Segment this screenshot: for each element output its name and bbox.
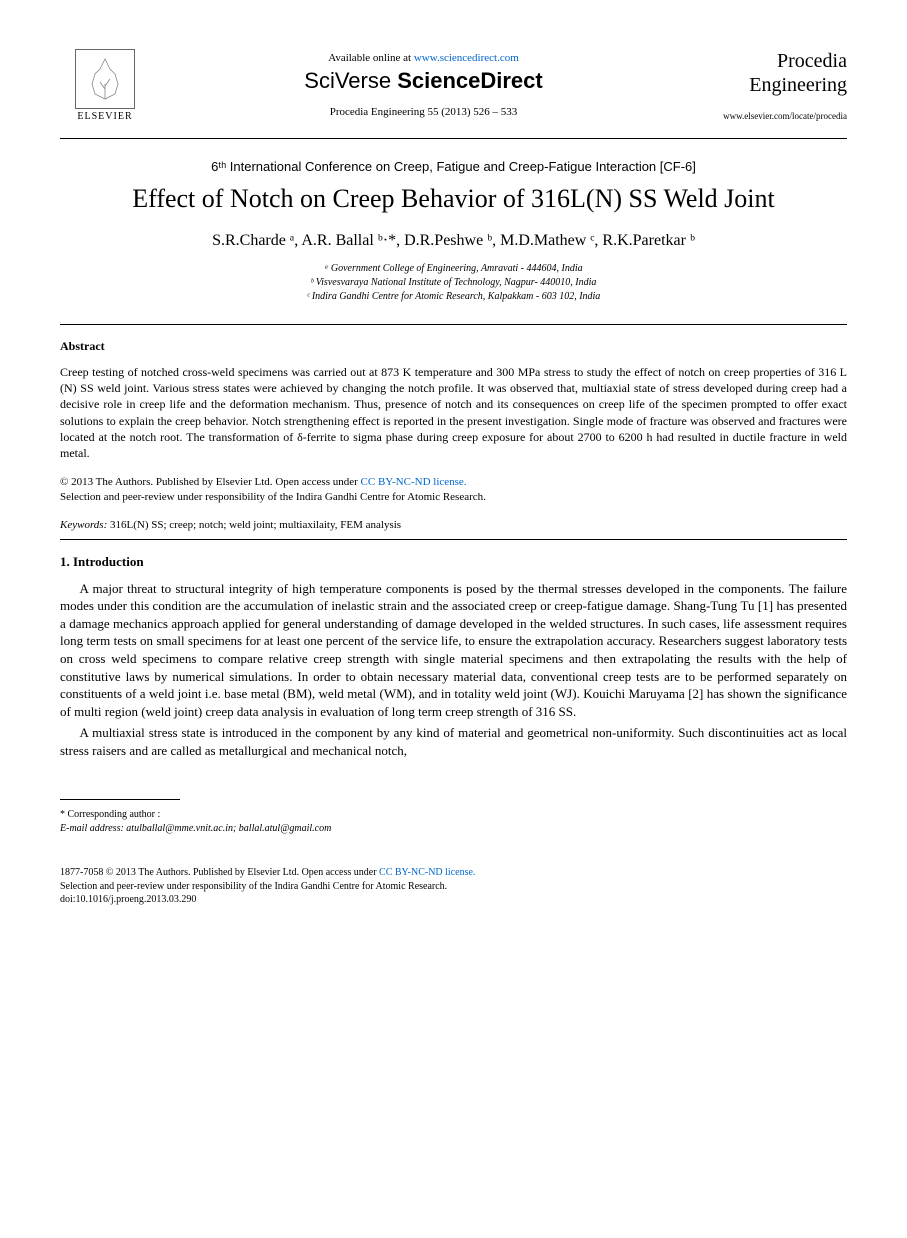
abstract-text: Creep testing of notched cross-weld spec…	[60, 364, 847, 461]
page-header: ELSEVIER Available online at www.science…	[60, 40, 847, 130]
available-online: Available online at www.sciencedirect.co…	[150, 52, 697, 64]
corresponding-author: * Corresponding author :	[60, 808, 847, 822]
abstract-top-rule	[60, 324, 847, 325]
available-prefix: Available online at	[328, 52, 414, 64]
locate-url: www.elsevier.com/locate/procedia	[697, 111, 847, 121]
footnote-separator	[60, 799, 180, 800]
license-link[interactable]: CC BY-NC-ND license.	[361, 476, 467, 488]
center-header: Available online at www.sciencedirect.co…	[150, 52, 697, 118]
authors: S.R.Charde ᵃ, A.R. Ballal ᵇ·*, D.R.Peshw…	[60, 232, 847, 250]
elsevier-logo: ELSEVIER	[60, 40, 150, 130]
keywords: Keywords: 316L(N) SS; creep; notch; weld…	[60, 519, 847, 531]
procedia-brand: Procedia Engineering	[697, 49, 847, 97]
affiliation-c: ᶜ Indira Gandhi Centre for Atomic Resear…	[60, 290, 847, 304]
affiliation-a: ᵃ Government College of Engineering, Amr…	[60, 262, 847, 276]
right-header: Procedia Engineering www.elsevier.com/lo…	[697, 49, 847, 121]
conference-line: 6ᵗʰ International Conference on Creep, F…	[60, 159, 847, 174]
introduction-heading: 1. Introduction	[60, 554, 847, 570]
affiliation-b: ᵇ Visvesvaraya National Institute of Tec…	[60, 276, 847, 290]
sciencedirect-link[interactable]: www.sciencedirect.com	[414, 52, 519, 64]
elsevier-tree-icon	[75, 49, 135, 109]
sciencedirect-text: ScienceDirect	[397, 68, 543, 93]
keywords-label: Keywords:	[60, 519, 107, 531]
engineering-word: Engineering	[697, 73, 847, 97]
procedia-word: Procedia	[697, 49, 847, 73]
copyright-line2: Selection and peer-review under responsi…	[60, 491, 486, 503]
footnote: * Corresponding author : E-mail address:…	[60, 808, 847, 836]
affiliations: ᵃ Government College of Engineering, Amr…	[60, 262, 847, 304]
article-title: Effect of Notch on Creep Behavior of 316…	[60, 184, 847, 214]
footer-open-access: Open access under	[302, 867, 379, 878]
page-footer: 1877-7058 © 2013 The Authors. Published …	[60, 866, 847, 907]
footer-doi: doi:10.1016/j.proeng.2013.03.290	[60, 894, 196, 905]
elsevier-name: ELSEVIER	[77, 111, 132, 122]
keywords-text: 316L(N) SS; creep; notch; weld joint; mu…	[107, 519, 401, 531]
email-label: E-mail address:	[60, 823, 126, 834]
header-rule	[60, 138, 847, 139]
intro-paragraph-2: A multiaxial stress state is introduced …	[60, 724, 847, 759]
sciverse-text: SciVerse	[304, 68, 397, 93]
abstract-heading: Abstract	[60, 339, 847, 354]
footer-issn: 1877-7058 © 2013 The Authors. Published …	[60, 867, 302, 878]
copyright-line1: © 2013 The Authors. Published by Elsevie…	[60, 476, 275, 488]
email-addresses: atulballal@mme.vnit.ac.in; ballal.atul@g…	[126, 823, 331, 834]
intro-paragraph-1: A major threat to structural integrity o…	[60, 580, 847, 720]
email-line: E-mail address: atulballal@mme.vnit.ac.i…	[60, 822, 847, 836]
sciverse-brand: SciVerse ScienceDirect	[150, 68, 697, 94]
journal-reference: Procedia Engineering 55 (2013) 526 – 533	[150, 106, 697, 118]
footer-peer: Selection and peer-review under responsi…	[60, 881, 447, 892]
open-access-label: Open access under	[275, 476, 360, 488]
abstract-bottom-rule	[60, 539, 847, 540]
footer-license-link[interactable]: CC BY-NC-ND license.	[379, 867, 475, 878]
copyright-block: © 2013 The Authors. Published by Elsevie…	[60, 475, 847, 505]
